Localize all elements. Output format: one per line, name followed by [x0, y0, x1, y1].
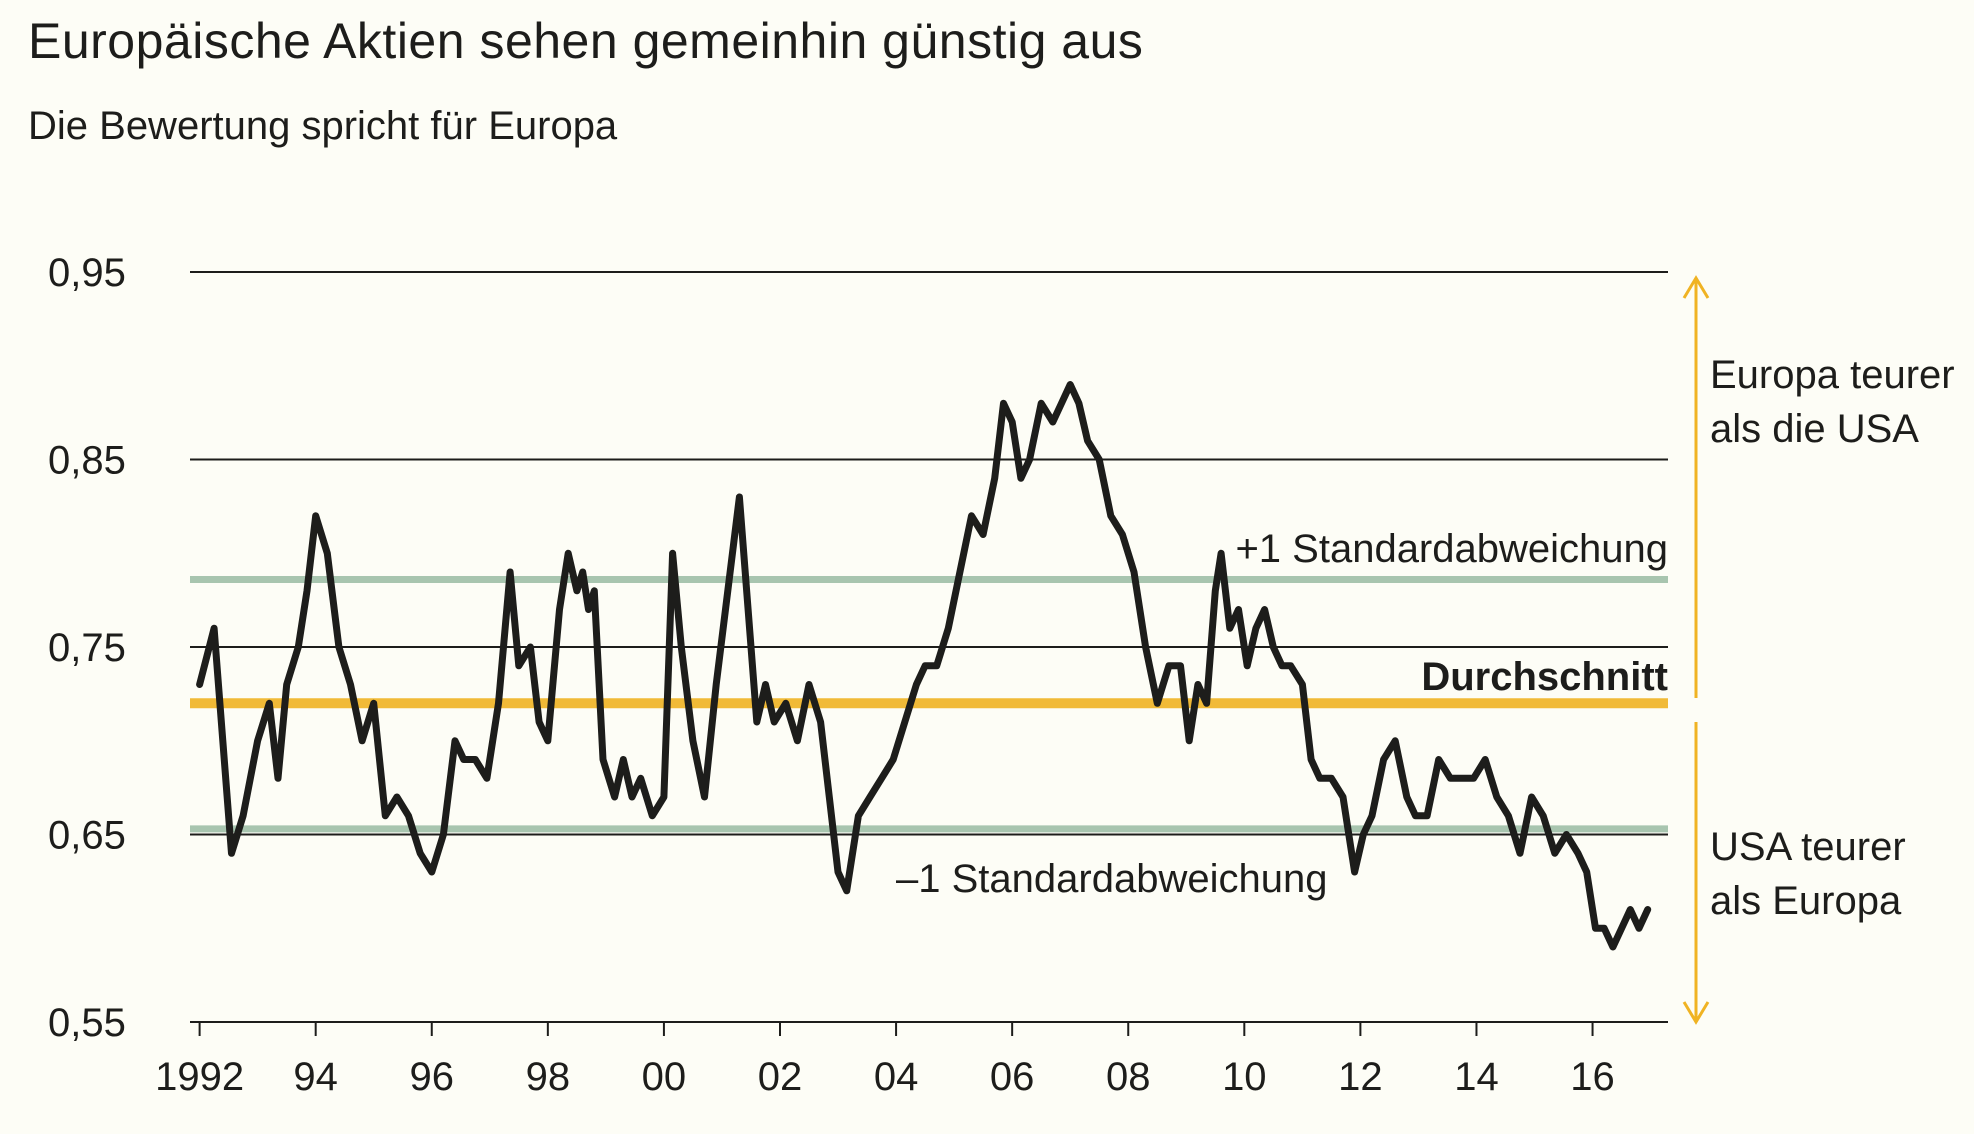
x-tick-label: 08	[1106, 1055, 1151, 1099]
x-tick-label: 98	[526, 1055, 571, 1099]
y-tick-label: 0,55	[48, 1001, 126, 1045]
europe-expensive-label-2: als die USA	[1710, 407, 1919, 451]
plus-sd-label: +1 Standardabweichung	[1235, 527, 1668, 571]
x-tick-label: 04	[874, 1055, 919, 1099]
usa-expensive-label-2: als Europa	[1710, 879, 1902, 923]
x-tick-label: 00	[642, 1055, 687, 1099]
x-tick-label: 02	[758, 1055, 803, 1099]
x-axis: 1992 94 96 98 00 02 04 06 08 10 12 14 16	[155, 1022, 1615, 1099]
x-tick-label: 12	[1338, 1055, 1383, 1099]
x-tick-label: 06	[990, 1055, 1035, 1099]
minus-sd-label: –1 Standardabweichung	[896, 857, 1327, 901]
chart-subtitle: Die Bewertung spricht für Europa	[28, 104, 618, 148]
usa-expensive-label-1: USA teurer	[1710, 825, 1906, 869]
reference-lines	[190, 576, 1668, 833]
y-tick-label: 0,75	[48, 626, 126, 670]
x-tick-label: 14	[1454, 1055, 1499, 1099]
x-tick-label: 16	[1570, 1055, 1615, 1099]
x-tick-label: 1992	[155, 1055, 244, 1099]
europe-expensive-arrow	[1682, 275, 1710, 698]
series-layer	[196, 381, 1652, 951]
europe-expensive-label-1: Europa teurer	[1710, 353, 1955, 397]
x-tick-label: 10	[1222, 1055, 1267, 1099]
usa-expensive-arrow	[1682, 722, 1710, 1025]
chart-title: Europäische Aktien sehen gemeinhin günst…	[28, 13, 1144, 69]
y-tick-label: 0,85	[48, 439, 126, 483]
series-line	[196, 381, 1652, 951]
y-tick-label: 0,95	[48, 251, 126, 295]
grid-layer	[190, 271, 1668, 1023]
x-tick-label: 94	[293, 1055, 338, 1099]
y-axis: 0,95 0,85 0,75 0,65 0,55	[48, 251, 126, 1045]
average-label: Durchschnitt	[1421, 655, 1668, 699]
y-tick-label: 0,65	[48, 814, 126, 858]
x-tick-label: 96	[410, 1055, 455, 1099]
